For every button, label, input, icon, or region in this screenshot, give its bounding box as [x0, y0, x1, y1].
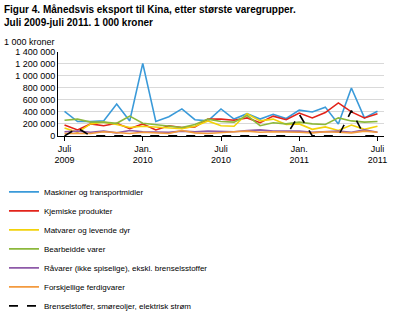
svg-text:800 000: 800 000 [23, 83, 56, 93]
svg-text:Råvarer (ikke spiselige), eksk: Råvarer (ikke spiselige), ekskl. brensel… [44, 264, 207, 273]
svg-text:200 000: 200 000 [23, 119, 56, 129]
svg-text:400 000: 400 000 [23, 107, 56, 117]
svg-text:Jan.2011: Jan.2011 [290, 144, 309, 166]
svg-text:Forskjellige ferdigvarer: Forskjellige ferdigvarer [44, 283, 125, 292]
svg-text:Matvarer og levende dyr: Matvarer og levende dyr [44, 226, 131, 235]
svg-text:1 000 000: 1 000 000 [15, 71, 55, 81]
svg-text:Kjemiske produkter: Kjemiske produkter [44, 207, 113, 216]
svg-text:Figur 4. Månedsvis eksport til: Figur 4. Månedsvis eksport til Kina, ett… [4, 4, 296, 28]
svg-text:Juli2010: Juli2010 [211, 144, 231, 166]
svg-text:Brenselstoffer, smøreoljer, el: Brenselstoffer, smøreoljer, elektrisk st… [44, 302, 191, 311]
svg-text:0: 0 [50, 131, 55, 141]
svg-text:1 200 000: 1 200 000 [15, 59, 55, 69]
svg-text:Bearbeidde varer: Bearbeidde varer [44, 245, 106, 254]
svg-text:600 000: 600 000 [23, 95, 56, 105]
svg-text:1 400 000: 1 400 000 [15, 47, 55, 57]
svg-text:Maskiner og transportmidler: Maskiner og transportmidler [44, 188, 143, 197]
svg-text:Juli2011: Juli2011 [368, 144, 387, 166]
svg-text:Jan.2010: Jan.2010 [133, 144, 153, 166]
svg-text:1 000 kroner: 1 000 kroner [4, 37, 55, 47]
svg-text:Juli2009: Juli2009 [55, 144, 75, 166]
